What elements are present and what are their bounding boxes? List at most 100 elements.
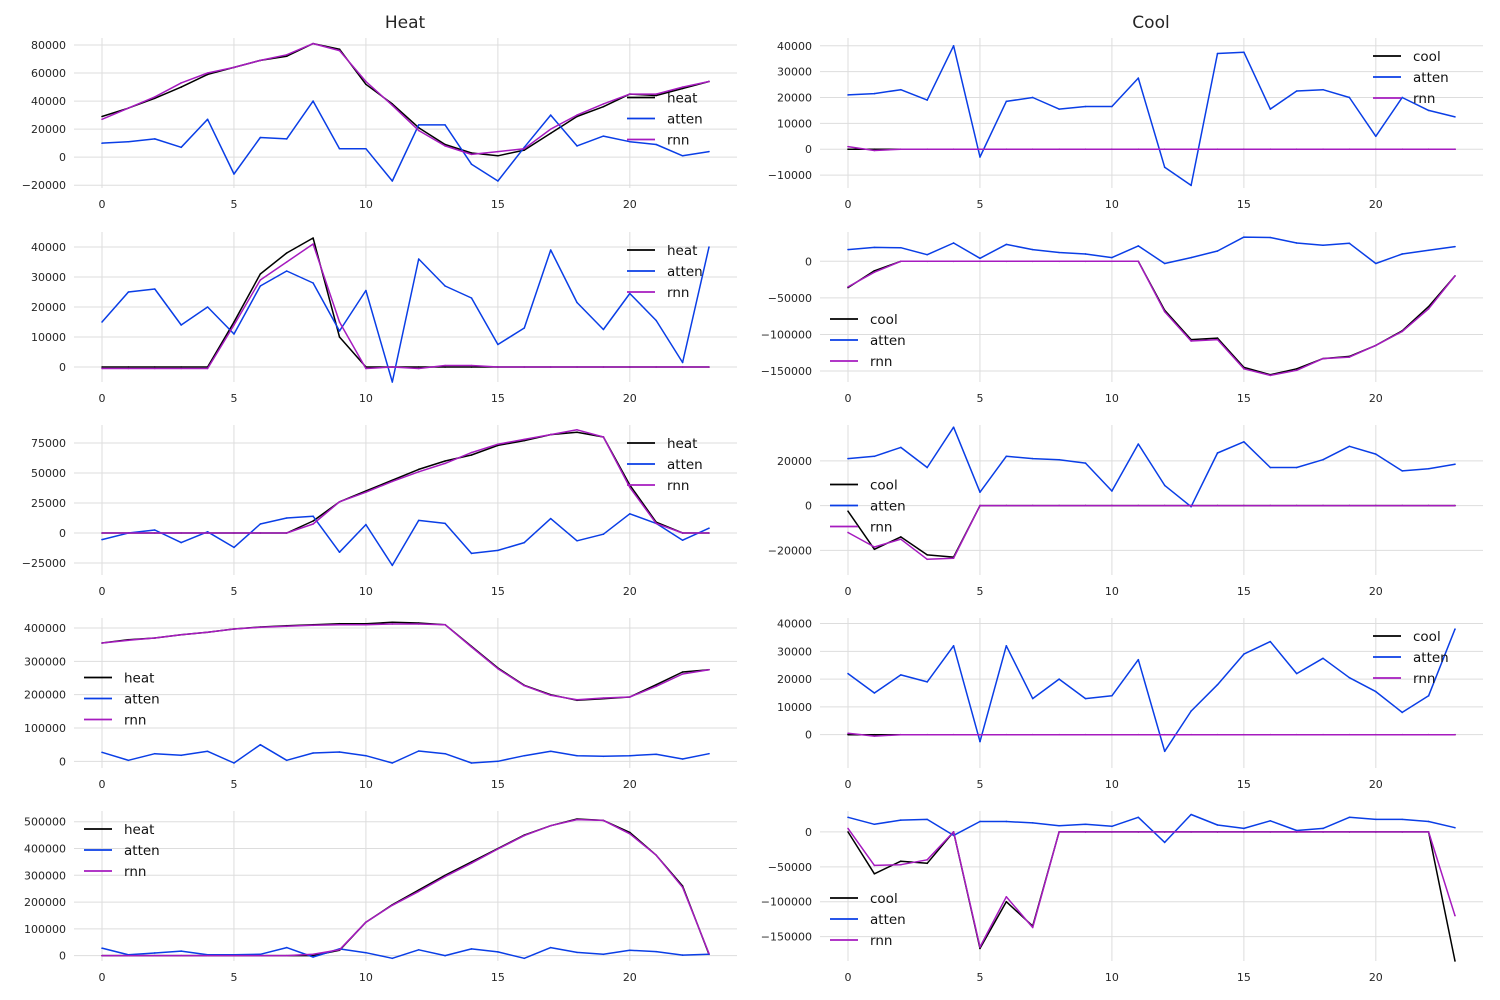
legend: cool atten rnn [830,891,906,949]
data-point-rnn [952,831,955,833]
subplot-4: 0 5 10 15 20 −150000 −100000 −50000 0 cool atten rn… [761,232,1483,405]
data-point-atten [312,282,314,284]
data-point-rnn [1190,831,1192,833]
data-point-atten [1427,694,1430,697]
subplot-3: 0 5 10 15 20 0 10000 20000 30000 40000 heat atten rn… [31,232,737,405]
data-point-atten [523,957,526,960]
data-point-heat [285,252,288,254]
data-point-rnn [1005,733,1008,736]
x-tick-label: 20 [1369,198,1383,211]
data-point-atten [127,759,130,762]
data-point-atten [312,100,314,102]
series-line-cool [847,260,1456,376]
y-tick-label: −150000 [761,365,812,378]
data-point-rnn [1031,504,1034,507]
data-point-rnn [233,954,235,957]
data-point-atten [1348,445,1351,448]
data-point-atten [1005,100,1008,103]
data-point-atten [1084,105,1087,108]
legend: cool atten rnn [830,312,906,370]
data-point-rnn [391,480,394,483]
legend-label-rnn: rnn [667,133,689,149]
data-point-atten [127,140,130,143]
data-point-rnn [101,367,103,370]
y-tick-label: 10000 [777,701,812,714]
data-point-rnn [847,732,849,735]
series-line-atten [101,946,710,960]
data-point-atten [549,517,552,520]
data-point-atten [1031,457,1034,460]
data-point-atten [206,306,209,308]
data-point-rnn [629,486,631,489]
data-point-rnn [655,685,658,688]
y-tick-label: 10000 [777,117,812,130]
data-point-rnn [1295,148,1298,151]
data-point-atten [708,150,710,153]
data-point-rnn [1190,340,1192,342]
data-point-rnn [417,471,420,473]
data-point-atten [549,750,552,753]
data-point-cool [873,269,876,272]
data-point-atten [1322,657,1324,660]
data-point-atten [1137,658,1140,661]
data-point-rnn [1058,831,1060,833]
data-point-atten [602,533,605,535]
data-point-rnn [952,733,955,736]
data-point-atten [1454,245,1456,248]
data-point-rnn [1454,275,1456,277]
data-point-rnn [1401,831,1404,833]
data-point-heat [470,366,473,368]
data-point-atten [259,285,262,287]
data-point-atten [1111,256,1113,259]
data-point-rnn [1375,831,1377,833]
data-point-atten [873,246,876,249]
data-point-rnn [952,557,955,560]
data-point-rnn [1111,504,1113,507]
legend-label-atten: atten [667,112,703,128]
data-point-atten [470,552,473,555]
y-tick-label: 40000 [777,40,812,53]
x-tick-label: 5 [976,971,983,984]
data-point-rnn [444,364,446,367]
data-point-heat [285,55,288,58]
x-tick-label: 0 [845,392,852,405]
data-point-atten [470,948,473,950]
data-point-rnn [681,532,684,534]
data-point-atten [338,330,341,332]
x-tick-label: 0 [99,778,106,791]
legend: heat atten rnn [627,243,703,301]
data-point-atten [1401,470,1404,472]
data-point-atten [259,953,262,956]
data-point-atten [602,135,605,137]
subplot-9: 0 5 10 15 20 0 100000 200000 300000 400000 500000 h… [24,811,737,984]
data-point-atten [1031,96,1034,99]
data-point-rnn [629,366,631,368]
data-point-rnn [1243,831,1245,833]
x-tick-label: 5 [230,585,237,598]
data-point-atten [180,146,182,149]
data-point-atten [444,124,446,126]
data-point-rnn [655,366,658,368]
legend-label-rnn: rnn [667,478,689,494]
x-tick-label: 20 [1369,392,1383,405]
y-tick-label: 0 [59,755,66,768]
subplot-5: 0 5 10 15 20 −25000 0 25000 50000 75000 heat atten r… [22,425,737,598]
data-point-rnn [1401,733,1404,736]
data-point-atten [952,426,955,429]
data-point-rnn [470,364,473,367]
data-point-rnn [926,148,928,151]
data-point-rnn [1031,733,1034,736]
series-line-cool [847,504,1455,558]
data-point-rnn [1216,733,1219,736]
data-point-rnn [873,546,876,548]
data-point-atten [312,515,314,517]
y-tick-label: 0 [805,255,812,268]
x-tick-label: 10 [359,198,373,211]
data-point-rnn [576,429,578,431]
data-point-rnn [847,286,849,288]
data-point-atten [1190,256,1192,259]
x-tick-label: 10 [359,392,373,405]
data-point-rnn [1348,733,1351,736]
data-point-atten [979,740,981,743]
data-point-rnn [1243,368,1245,370]
